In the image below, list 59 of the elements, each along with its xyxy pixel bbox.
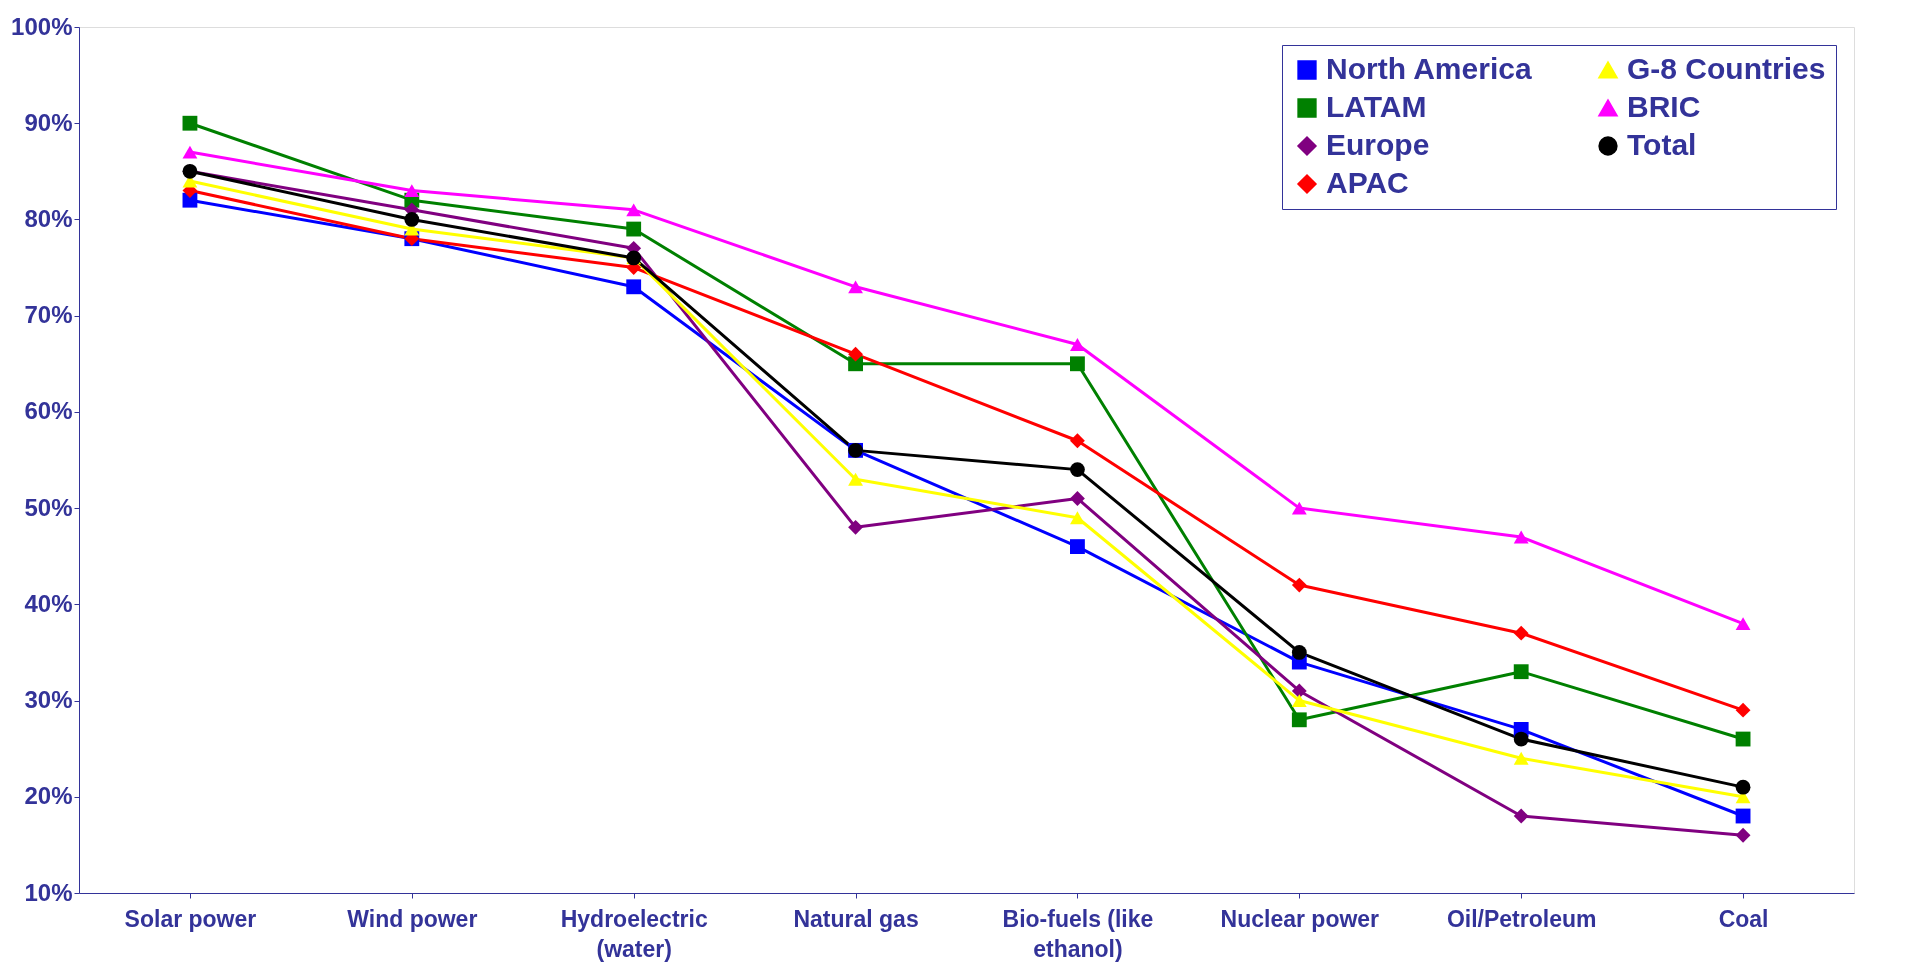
point [1513,731,1529,747]
y-tick-label: 50% [24,493,73,521]
point [1513,530,1529,544]
legend-label: BRIC [1627,90,1701,123]
point [182,115,198,131]
point [848,280,863,294]
point [1735,702,1751,718]
y-tick-label: 60% [24,397,73,425]
legend-label: APAC [1326,166,1409,199]
x-tick-label: Hydroelectric (water) [560,905,708,962]
point [404,212,420,227]
point [626,221,642,237]
legend-label: Europe [1326,128,1430,161]
point [1291,645,1307,660]
point [1513,625,1529,641]
point [1070,491,1085,506]
legend-label: LATAM [1326,90,1427,123]
point [626,279,642,295]
point [404,184,420,197]
point [1291,683,1307,699]
x-tick-label: Solar power [124,905,257,932]
point [1291,694,1307,707]
point [626,203,642,217]
point [1735,779,1751,795]
x-tick-label: Wind power [347,905,478,932]
point [1735,617,1751,630]
point [848,519,863,535]
y-tick-label: 90% [24,108,73,136]
point [1070,539,1085,555]
point [1070,338,1085,351]
point [1070,511,1085,525]
point [848,346,863,362]
legend-label: G-8 Countries [1627,52,1826,85]
y-tick-label: 20% [24,782,73,810]
point [1513,808,1529,824]
legend-label: Total [1627,128,1697,161]
point [1513,751,1529,765]
x-tick-label: Bio-fuels (like ethanol) [1002,905,1154,962]
point [1070,356,1085,372]
x-tick-label: Nuclear power [1220,905,1380,932]
point [1291,712,1307,728]
point [1291,577,1307,593]
point [182,145,198,159]
y-tick-label: 70% [24,301,73,329]
y-tick-label: 100% [11,12,73,40]
point [848,472,863,486]
x-tick-label: Natural gas [793,905,919,932]
y-tick-label: 80% [24,204,73,232]
y-tick-label: 30% [24,686,73,714]
point [1291,501,1307,515]
point [1070,433,1085,449]
x-tick-label: Oil/Petroleum [1446,905,1597,932]
y-tick-label: 40% [24,589,73,617]
y-tick-label: 10% [24,878,73,906]
point [1513,664,1529,680]
point [1070,462,1085,478]
x-tick-label: Coal [1718,905,1769,932]
point [1735,827,1751,843]
legend-label: North America [1326,52,1532,85]
